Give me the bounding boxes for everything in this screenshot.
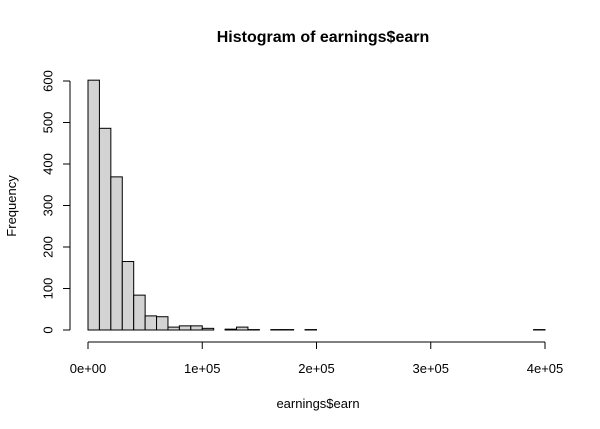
histogram-bar xyxy=(121,261,135,331)
histogram-bar xyxy=(98,127,112,331)
histogram-bar xyxy=(144,315,158,331)
x-axis-label: earnings$earn xyxy=(276,396,359,411)
histogram-bar xyxy=(190,325,203,331)
histogram-bar xyxy=(87,79,100,331)
histogram-bar xyxy=(178,325,192,331)
x-tick-label: 2e+05 xyxy=(298,361,335,376)
chart-title: Histogram of earnings$earn xyxy=(217,29,430,46)
y-axis: 0 100 200 300 400 500 600 xyxy=(41,70,71,334)
x-tick-label: 0e+00 xyxy=(70,361,107,376)
y-tick-label: 400 xyxy=(41,153,56,175)
y-tick-label: 300 xyxy=(41,195,56,217)
y-tick-label: 500 xyxy=(41,112,56,134)
histogram-bar xyxy=(201,327,215,331)
y-tick-label: 200 xyxy=(41,236,56,258)
histogram-bar xyxy=(156,316,169,331)
y-tick-label: 100 xyxy=(41,278,56,300)
histogram-bar xyxy=(167,326,180,331)
x-tick-label: 4e+05 xyxy=(527,361,564,376)
y-axis-label: Frequency xyxy=(4,175,19,237)
x-tick-label: 3e+05 xyxy=(412,361,449,376)
histogram-bar xyxy=(224,328,238,331)
histogram-bar xyxy=(133,294,146,331)
y-tick-label: 0 xyxy=(41,326,56,333)
y-tick-label: 600 xyxy=(41,70,56,92)
histogram-bars xyxy=(87,79,546,331)
histogram-bar xyxy=(110,176,123,331)
histogram-bar xyxy=(236,326,249,331)
x-tick-label: 1e+05 xyxy=(184,361,221,376)
x-axis: 0e+00 1e+05 2e+05 3e+05 4e+05 xyxy=(70,341,564,376)
